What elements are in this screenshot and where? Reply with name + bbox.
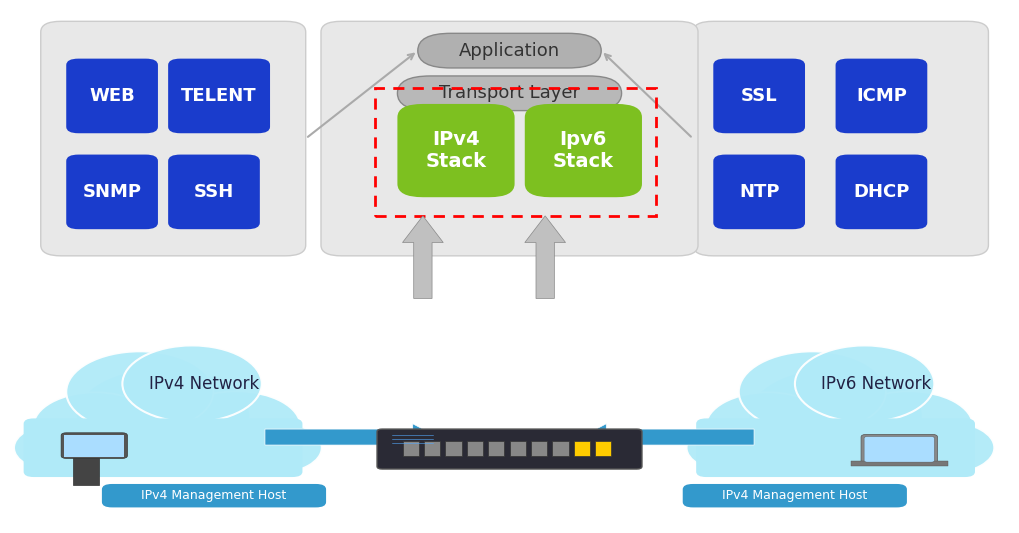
Bar [510,441,526,456]
Ellipse shape [845,391,973,462]
Bar [73,458,99,485]
FancyBboxPatch shape [693,21,988,256]
FancyBboxPatch shape [61,433,127,458]
FancyBboxPatch shape [696,418,975,477]
Bar [595,441,611,456]
FancyBboxPatch shape [713,155,805,229]
FancyBboxPatch shape [397,104,515,197]
Text: SSL: SSL [741,87,777,105]
Text: SNMP: SNMP [83,183,142,201]
Ellipse shape [34,392,157,461]
FancyBboxPatch shape [41,21,306,256]
FancyBboxPatch shape [168,155,260,229]
Ellipse shape [75,368,251,464]
Text: IPv4 Network: IPv4 Network [149,375,259,393]
Ellipse shape [748,368,922,464]
Bar [375,88,656,216]
Text: SSH: SSH [194,183,234,201]
FancyBboxPatch shape [397,76,622,111]
Ellipse shape [173,391,301,462]
Bar [467,441,483,456]
Bar [851,461,948,466]
FancyBboxPatch shape [713,59,805,133]
Ellipse shape [122,345,262,422]
Ellipse shape [902,422,995,473]
FancyBboxPatch shape [23,418,303,477]
Text: NTP: NTP [739,183,780,201]
Text: Transport Layer: Transport Layer [439,84,580,102]
Text: Application: Application [459,42,560,60]
FancyBboxPatch shape [418,33,601,68]
FancyBboxPatch shape [66,155,158,229]
FancyBboxPatch shape [683,484,907,507]
Ellipse shape [687,424,771,471]
FancyBboxPatch shape [168,59,270,133]
Text: IPv6 Network: IPv6 Network [821,375,931,393]
FancyBboxPatch shape [861,434,937,464]
Ellipse shape [14,424,99,471]
Text: ICMP: ICMP [856,87,907,105]
FancyArrow shape [403,216,443,298]
Text: Ipv6
Stack: Ipv6 Stack [553,130,613,171]
FancyArrow shape [525,216,566,298]
Bar [574,441,590,456]
Bar [64,435,124,457]
Bar [424,441,440,456]
Bar [403,441,419,456]
FancyArrow shape [581,424,754,450]
FancyBboxPatch shape [321,21,698,256]
FancyBboxPatch shape [525,104,642,197]
Bar [552,441,569,456]
Text: DHCP: DHCP [853,183,910,201]
Text: IPv4 Management Host: IPv4 Management Host [142,489,286,502]
Ellipse shape [706,392,829,461]
FancyBboxPatch shape [102,484,326,507]
FancyBboxPatch shape [864,437,934,462]
FancyBboxPatch shape [836,155,927,229]
Ellipse shape [795,345,934,422]
Text: IPv4
Stack: IPv4 Stack [426,130,486,171]
FancyArrow shape [265,424,438,450]
FancyBboxPatch shape [377,429,642,469]
Ellipse shape [739,351,886,432]
Bar [445,441,462,456]
Bar [531,441,547,456]
Text: IPv4 Management Host: IPv4 Management Host [722,489,867,502]
Ellipse shape [66,351,213,432]
FancyBboxPatch shape [836,59,927,133]
Text: TELENT: TELENT [181,87,257,105]
Text: WEB: WEB [90,87,135,105]
FancyBboxPatch shape [66,59,158,133]
Ellipse shape [229,422,322,473]
Bar [488,441,504,456]
